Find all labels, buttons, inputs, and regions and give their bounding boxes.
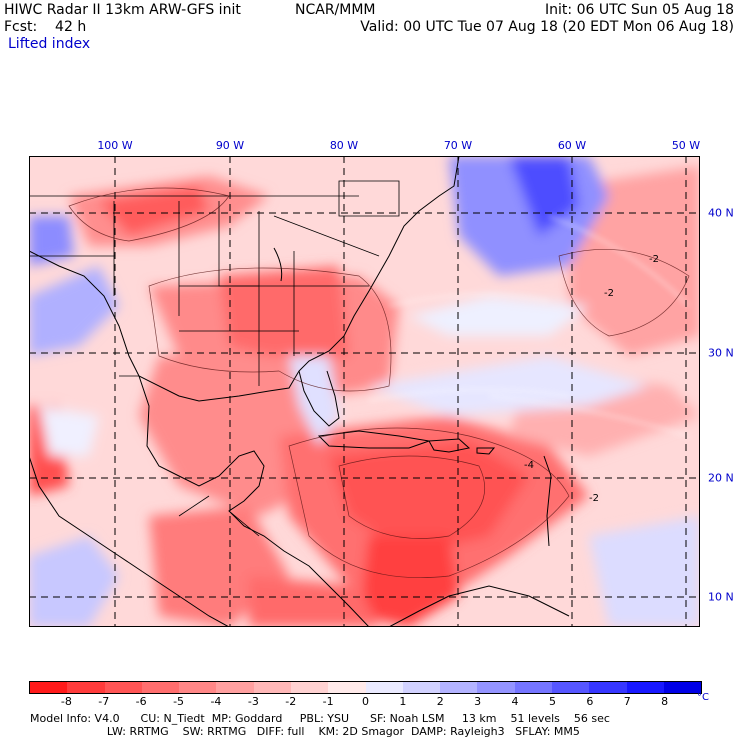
colorbar-box xyxy=(253,682,291,693)
colorbar-box xyxy=(216,682,254,693)
colorbar-tick-label: 5 xyxy=(548,695,556,708)
colorbar-box xyxy=(551,682,590,693)
map-canvas: -2 -2 -2 -4 xyxy=(29,156,700,627)
field-streaks xyxy=(368,215,690,437)
colorbar-tick-label: 7 xyxy=(623,695,631,708)
colorbar-box xyxy=(626,682,664,693)
colorbar-box xyxy=(104,682,142,693)
colorbar-tick-label: 0 xyxy=(362,695,369,708)
colorbar xyxy=(29,681,702,694)
lon-label-70w: 70 W xyxy=(443,139,473,152)
colorbar-box xyxy=(663,682,702,693)
contour-label-1: -2 xyxy=(604,288,614,299)
colorbar-box xyxy=(477,682,515,693)
colorbar-tick-label: -8 xyxy=(60,695,72,708)
lon-label-90w: 90 W xyxy=(215,139,245,152)
colorbar-tick-label: 8 xyxy=(661,695,669,708)
lon-label-60w: 60 W xyxy=(557,139,587,152)
colorbar-box xyxy=(30,682,68,693)
lon-label-50w: 50 W xyxy=(671,139,701,152)
field-name: Lifted index xyxy=(8,36,91,52)
lat-label-20n: 20 N xyxy=(708,471,734,485)
colorbar-tick-label: -4 xyxy=(210,695,222,708)
colorbar-box xyxy=(589,682,627,693)
colorbar-tick-label: -7 xyxy=(98,695,110,708)
forecast-hour: Fcst: 42 h xyxy=(4,19,87,35)
lifted-index-map: -2 -2 -2 -4 xyxy=(29,156,700,627)
colorbar-box xyxy=(440,682,478,693)
colorbar-tick-label: 3 xyxy=(474,695,482,708)
colorbar-box xyxy=(365,682,403,693)
lat-label-30n: 30 N xyxy=(708,346,734,360)
coastlines xyxy=(29,156,570,627)
colorbar-tick-label: -3 xyxy=(247,695,259,708)
colorbar-box xyxy=(514,682,552,693)
colorbar-tick-label: -1 xyxy=(322,695,334,708)
model-info-line1: Model Info: V4.0 CU: N_Tiedt MP: Goddard… xyxy=(30,712,610,725)
lon-label-80w: 80 W xyxy=(329,139,359,152)
colorbar-tick-label: 2 xyxy=(436,695,444,708)
lon-label-100w: 100 W xyxy=(97,139,133,152)
center-label: NCAR/MMM xyxy=(295,2,376,18)
contours xyxy=(68,187,690,579)
colorbar-box xyxy=(402,682,441,693)
map-border xyxy=(29,156,700,627)
valid-time: Valid: 00 UTC Tue 07 Aug 18 (20 EDT Mon … xyxy=(360,19,734,35)
model-info-line2: LW: RRTMG SW: RRTMG DIFF: full KM: 2D Sm… xyxy=(30,725,580,738)
boundaries xyxy=(29,180,400,537)
colorbar-tick-label: 4 xyxy=(511,695,519,708)
colorbar-tick-label: 1 xyxy=(399,695,407,708)
colorbar-tick-label: -5 xyxy=(173,695,185,708)
colorbar-tick-label: 6 xyxy=(586,695,594,708)
init-time: Init: 06 UTC Sun 05 Aug 18 xyxy=(545,2,734,18)
contour-label-3: -2 xyxy=(589,493,599,504)
colorbar-box xyxy=(67,682,105,693)
colorbar-unit: °C xyxy=(697,692,709,703)
colorbar-box xyxy=(141,682,180,693)
colorbar-box xyxy=(179,682,217,693)
latlon-grid xyxy=(29,156,700,627)
lat-label-10n: 10 N xyxy=(708,590,734,604)
colorbar-box xyxy=(328,682,366,693)
contour-label-2: -2 xyxy=(649,254,659,265)
colorbar-box xyxy=(290,682,329,693)
model-title: HIWC Radar II 13km ARW-GFS init xyxy=(4,2,241,18)
colorbar-tick-label: -6 xyxy=(135,695,147,708)
lat-label-40n: 40 N xyxy=(708,206,734,220)
colorbar-tick-label: -2 xyxy=(285,695,297,708)
contour-label-4: -4 xyxy=(524,460,534,471)
